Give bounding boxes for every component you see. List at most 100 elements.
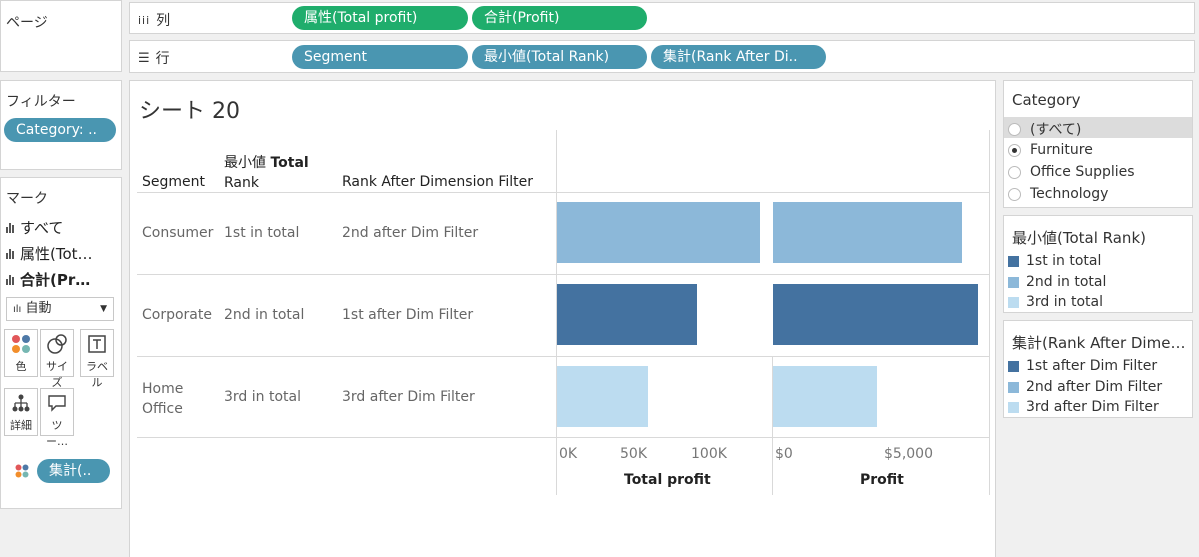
axis-tick-total-profit: 0K [559, 446, 578, 462]
row-segment: Home Office [142, 379, 183, 419]
bar-mark[interactable] [773, 284, 978, 345]
axis-tick-profit: $0 [775, 446, 793, 462]
row-segment: Corporate [142, 307, 212, 323]
legend-swatch [1008, 276, 1019, 288]
marks-color-pill[interactable]: 集計(.. [37, 459, 110, 483]
mark-type-icon: ılı [13, 304, 22, 315]
row-rank-after: 2nd after Dim Filter [342, 225, 479, 241]
category-option-all[interactable]: (すべて) [1008, 119, 1081, 139]
row-segment: Consumer [142, 225, 214, 241]
row-divider [137, 356, 990, 357]
detail-button[interactable]: 詳細 [4, 388, 38, 436]
legend-item-label: 2nd after Dim Filter [1026, 379, 1163, 395]
hierarchy-icon [5, 389, 37, 417]
legend-item[interactable]: 2nd after Dim Filter [1008, 379, 1162, 395]
category-option-furniture[interactable]: Furniture [1008, 142, 1093, 158]
bar-mark[interactable] [773, 202, 962, 263]
header-total-rank-prefix: 最小値 [224, 155, 266, 171]
columns-label-text: 列 [156, 13, 171, 29]
header-total-rank-suffix: Rank [224, 175, 259, 191]
marks-item-label: 合計(Pr… [20, 271, 91, 289]
legend-item[interactable]: 1st after Dim Filter [1008, 358, 1157, 374]
radio-icon [1008, 187, 1021, 201]
legend-item-label: 3rd in total [1026, 294, 1103, 310]
legend-item-label: 1st after Dim Filter [1026, 358, 1158, 374]
rows-icon: ☰ [138, 50, 150, 66]
mark-type-value: 自動 [25, 301, 52, 316]
size-button-label: サイズ [46, 360, 68, 389]
columns-pill-total-profit[interactable]: 属性(Total profit) [292, 6, 468, 30]
marks-item-total-profit[interactable]: 属性(Tot… [6, 243, 93, 264]
legend-swatch [1008, 360, 1019, 372]
size-button[interactable]: サイズ [40, 329, 74, 389]
category-option-office-supplies[interactable]: Office Supplies [1008, 164, 1135, 180]
marks-panel[interactable]: マーク すべて 属性(Tot… 合計(Pr… ılı 自動 ▼ 色 サイズ ラベ… [0, 177, 122, 509]
mark-type-dropdown[interactable]: ılı 自動 ▼ [6, 297, 114, 321]
row-divider [137, 437, 990, 438]
columns-icon: iii [138, 13, 151, 27]
rows-pill-total-rank[interactable]: 最小値(Total Rank) [472, 45, 647, 69]
bar-mark[interactable] [773, 366, 877, 427]
bar-mark[interactable] [557, 202, 760, 263]
columns-shelf[interactable]: iii 列 属性(Total profit) 合計(Profit) [129, 2, 1195, 34]
marks-item-label: 属性(Tot… [20, 245, 93, 263]
category-filter-card: Category [1003, 80, 1193, 208]
header-segment: Segment [142, 174, 205, 190]
columns-pill-profit[interactable]: 合計(Profit) [472, 6, 647, 30]
legend-item[interactable]: 1st in total [1008, 253, 1101, 269]
bar-chart-icon [6, 248, 14, 259]
rows-label-text: 行 [155, 51, 170, 67]
rows-shelf[interactable]: ☰ 行 Segment 最小値(Total Rank) 集計(Rank Afte… [129, 40, 1195, 73]
tooltip-button[interactable]: ツー… [40, 388, 74, 448]
columns-shelf-label: iii 列 [138, 10, 170, 30]
legend-item-label: 1st in total [1026, 253, 1102, 269]
chevron-down-icon: ▼ [100, 304, 107, 314]
row-rank-after: 1st after Dim Filter [342, 307, 474, 323]
radio-icon [1008, 165, 1021, 179]
category-option-label: Furniture [1030, 142, 1093, 158]
detail-button-label: 詳細 [10, 419, 32, 432]
legend-item-label: 3rd after Dim Filter [1026, 399, 1159, 415]
row-segment-line1: Home [142, 381, 184, 397]
category-option-label: Technology [1030, 186, 1109, 202]
row-total-rank: 1st in total [224, 225, 300, 241]
axis-title-profit: Profit [860, 472, 904, 488]
rows-pill-segment[interactable]: Segment [292, 45, 468, 69]
header-total-rank-bold: Total [270, 155, 309, 171]
legend-swatch [1008, 381, 1019, 393]
color-button-label: 色 [15, 360, 27, 373]
color-button[interactable]: 色 [4, 329, 38, 377]
category-option-label: Office Supplies [1030, 164, 1135, 180]
filters-panel[interactable]: フィルター Category: .. [0, 80, 122, 170]
pages-title: ページ [6, 15, 48, 31]
rows-pill-rank-after[interactable]: 集計(Rank After Di.. [651, 45, 826, 69]
label-button[interactable]: ラベル [80, 329, 114, 389]
axis-tick-total-profit: 100K [691, 446, 727, 462]
radio-checked-icon [1008, 143, 1021, 157]
legend-rank-after-card[interactable]: 集計(Rank After Dime… [1003, 320, 1193, 418]
pane-divider [556, 130, 557, 495]
radio-icon [1008, 122, 1021, 136]
bar-mark[interactable] [557, 284, 697, 345]
marks-item-profit[interactable]: 合計(Pr… [6, 269, 90, 290]
legend-total-rank-card[interactable]: 最小値(Total Rank) [1003, 215, 1193, 313]
marks-item-all[interactable]: すべて [6, 217, 63, 238]
text-t-icon [81, 330, 113, 358]
bar-mark[interactable] [557, 366, 648, 427]
sheet-title: シート 20 [139, 99, 240, 124]
marks-title: マーク [6, 191, 48, 207]
row-total-rank: 3rd in total [224, 389, 301, 405]
color-dots-icon [5, 330, 37, 358]
legend-item[interactable]: 3rd in total [1008, 294, 1103, 310]
category-option-technology[interactable]: Technology [1008, 186, 1108, 202]
color-dots-icon [15, 464, 29, 478]
legend-item[interactable]: 3rd after Dim Filter [1008, 399, 1159, 415]
bar-chart-icon [6, 222, 14, 233]
label-button-label: ラベル [86, 360, 108, 389]
legend-item[interactable]: 2nd in total [1008, 274, 1106, 290]
legend-total-rank-title: 最小値(Total Rank) [1012, 229, 1146, 247]
filter-pill-category[interactable]: Category: .. [4, 118, 116, 142]
size-circles-icon [41, 330, 73, 358]
pane-divider [772, 356, 773, 495]
pages-panel[interactable]: ページ [0, 0, 122, 72]
